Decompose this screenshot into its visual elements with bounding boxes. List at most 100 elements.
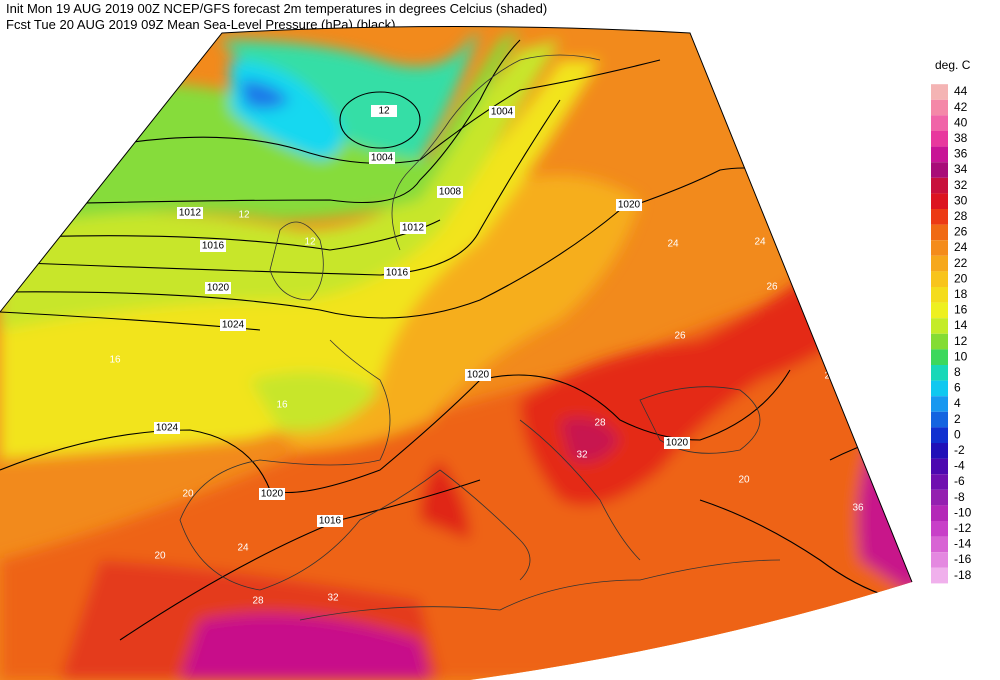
color-swatch bbox=[931, 318, 948, 334]
legend-title: deg. C bbox=[935, 58, 971, 72]
legend-level: 24 bbox=[954, 240, 968, 254]
legend-level: 16 bbox=[954, 303, 968, 317]
color-swatch bbox=[931, 209, 948, 225]
color-swatch bbox=[931, 224, 948, 241]
color-swatch bbox=[931, 177, 948, 194]
shade-30 bbox=[420, 460, 470, 540]
label-box bbox=[200, 240, 226, 252]
color-swatch bbox=[931, 349, 948, 365]
label-box bbox=[317, 515, 343, 527]
coastlines bbox=[179, 54, 781, 621]
temperature-label: 28 bbox=[252, 596, 264, 607]
isobar bbox=[0, 39, 521, 206]
isobar-label: 1012 bbox=[402, 223, 425, 234]
colorbar: 4442403836343230282624222018161412108642… bbox=[931, 84, 972, 584]
legend-level: -12 bbox=[954, 521, 972, 535]
legend-level: 26 bbox=[954, 225, 968, 239]
color-swatch bbox=[931, 146, 948, 163]
legend-level: -10 bbox=[954, 505, 972, 519]
temperature-label: 16 bbox=[276, 400, 288, 411]
header-line: Init Mon 19 AUG 2019 00Z NCEP/GFS foreca… bbox=[6, 1, 547, 16]
temperature-label: 24 bbox=[667, 239, 679, 250]
color-swatch bbox=[931, 302, 948, 319]
isobar bbox=[339, 91, 421, 149]
shade-32 bbox=[560, 417, 620, 463]
temperature-label: 32 bbox=[327, 593, 339, 604]
legend-level: 12 bbox=[954, 334, 968, 348]
legend-level: -6 bbox=[954, 474, 965, 488]
color-swatch bbox=[931, 287, 948, 303]
color-swatch bbox=[931, 240, 948, 256]
legend-level: 42 bbox=[954, 100, 968, 114]
shade-10 bbox=[220, 30, 480, 160]
temperature-label: 12 bbox=[304, 237, 316, 248]
temperature-label: 20 bbox=[738, 475, 750, 486]
label-box bbox=[154, 422, 180, 434]
coastline bbox=[391, 54, 601, 251]
legend-level: 14 bbox=[954, 318, 968, 332]
shade-2 bbox=[240, 80, 290, 109]
isobar-label: 1012 bbox=[179, 208, 202, 219]
legend-level: 8 bbox=[954, 365, 961, 379]
coastline bbox=[299, 559, 781, 621]
label-box bbox=[220, 319, 246, 331]
legend-level: 38 bbox=[954, 131, 968, 145]
color-swatch bbox=[931, 271, 948, 287]
shade-14 bbox=[0, 40, 560, 330]
temperature-label: 16 bbox=[109, 355, 121, 366]
color-swatch bbox=[931, 411, 948, 428]
isobar-label: 1016 bbox=[857, 302, 880, 313]
color-swatch bbox=[931, 521, 948, 537]
isobar-label: 12 bbox=[378, 106, 390, 117]
label-box bbox=[369, 152, 395, 164]
shading bbox=[0, 30, 912, 680]
label-box bbox=[489, 106, 515, 118]
isobar-label: 1004 bbox=[371, 153, 394, 164]
color-swatch bbox=[931, 443, 948, 459]
legend-level: 34 bbox=[954, 162, 968, 176]
temperature-label: 28 bbox=[594, 418, 606, 429]
shade-14 bbox=[250, 372, 380, 432]
isobar-label: 1020 bbox=[467, 370, 490, 381]
legend-level: 0 bbox=[954, 427, 961, 441]
coastline bbox=[179, 339, 441, 591]
color-swatch bbox=[931, 458, 948, 475]
color-swatch bbox=[931, 84, 948, 100]
label-box bbox=[205, 282, 231, 294]
isobar bbox=[0, 219, 441, 251]
temperature-label: 24 bbox=[237, 543, 249, 554]
label-box bbox=[371, 105, 397, 117]
coastline bbox=[639, 386, 761, 454]
temperature-label: 32 bbox=[576, 450, 588, 461]
legend-level: -18 bbox=[954, 568, 972, 582]
legend-level: -2 bbox=[954, 443, 965, 457]
isobar-label: 1020 bbox=[207, 283, 230, 294]
color-swatch bbox=[931, 131, 948, 147]
legend-level: 36 bbox=[954, 147, 968, 161]
color-swatch bbox=[931, 162, 948, 178]
label-box bbox=[400, 222, 426, 234]
color-swatch bbox=[931, 193, 948, 209]
legend-level: 32 bbox=[954, 178, 968, 192]
isobar-label: 1020 bbox=[666, 438, 689, 449]
isobar-label: 1024 bbox=[222, 320, 245, 331]
temperature-label: 36 bbox=[852, 503, 864, 514]
coastline bbox=[269, 221, 324, 301]
color-swatch bbox=[931, 99, 948, 116]
color-swatch bbox=[931, 489, 948, 506]
temperature-label: 20 bbox=[182, 489, 194, 500]
isobar bbox=[0, 167, 821, 319]
legend-level: 44 bbox=[954, 84, 968, 98]
color-swatch bbox=[931, 380, 948, 397]
label-box bbox=[177, 207, 203, 219]
label-box bbox=[384, 267, 410, 279]
isobar-label: 1008 bbox=[439, 187, 462, 198]
label-box bbox=[465, 369, 491, 381]
temperature-label: 24 bbox=[754, 237, 766, 248]
color-swatch bbox=[931, 427, 948, 443]
legend-level: 22 bbox=[954, 256, 968, 270]
legend-level: -14 bbox=[954, 537, 972, 551]
isobar bbox=[39, 59, 661, 164]
